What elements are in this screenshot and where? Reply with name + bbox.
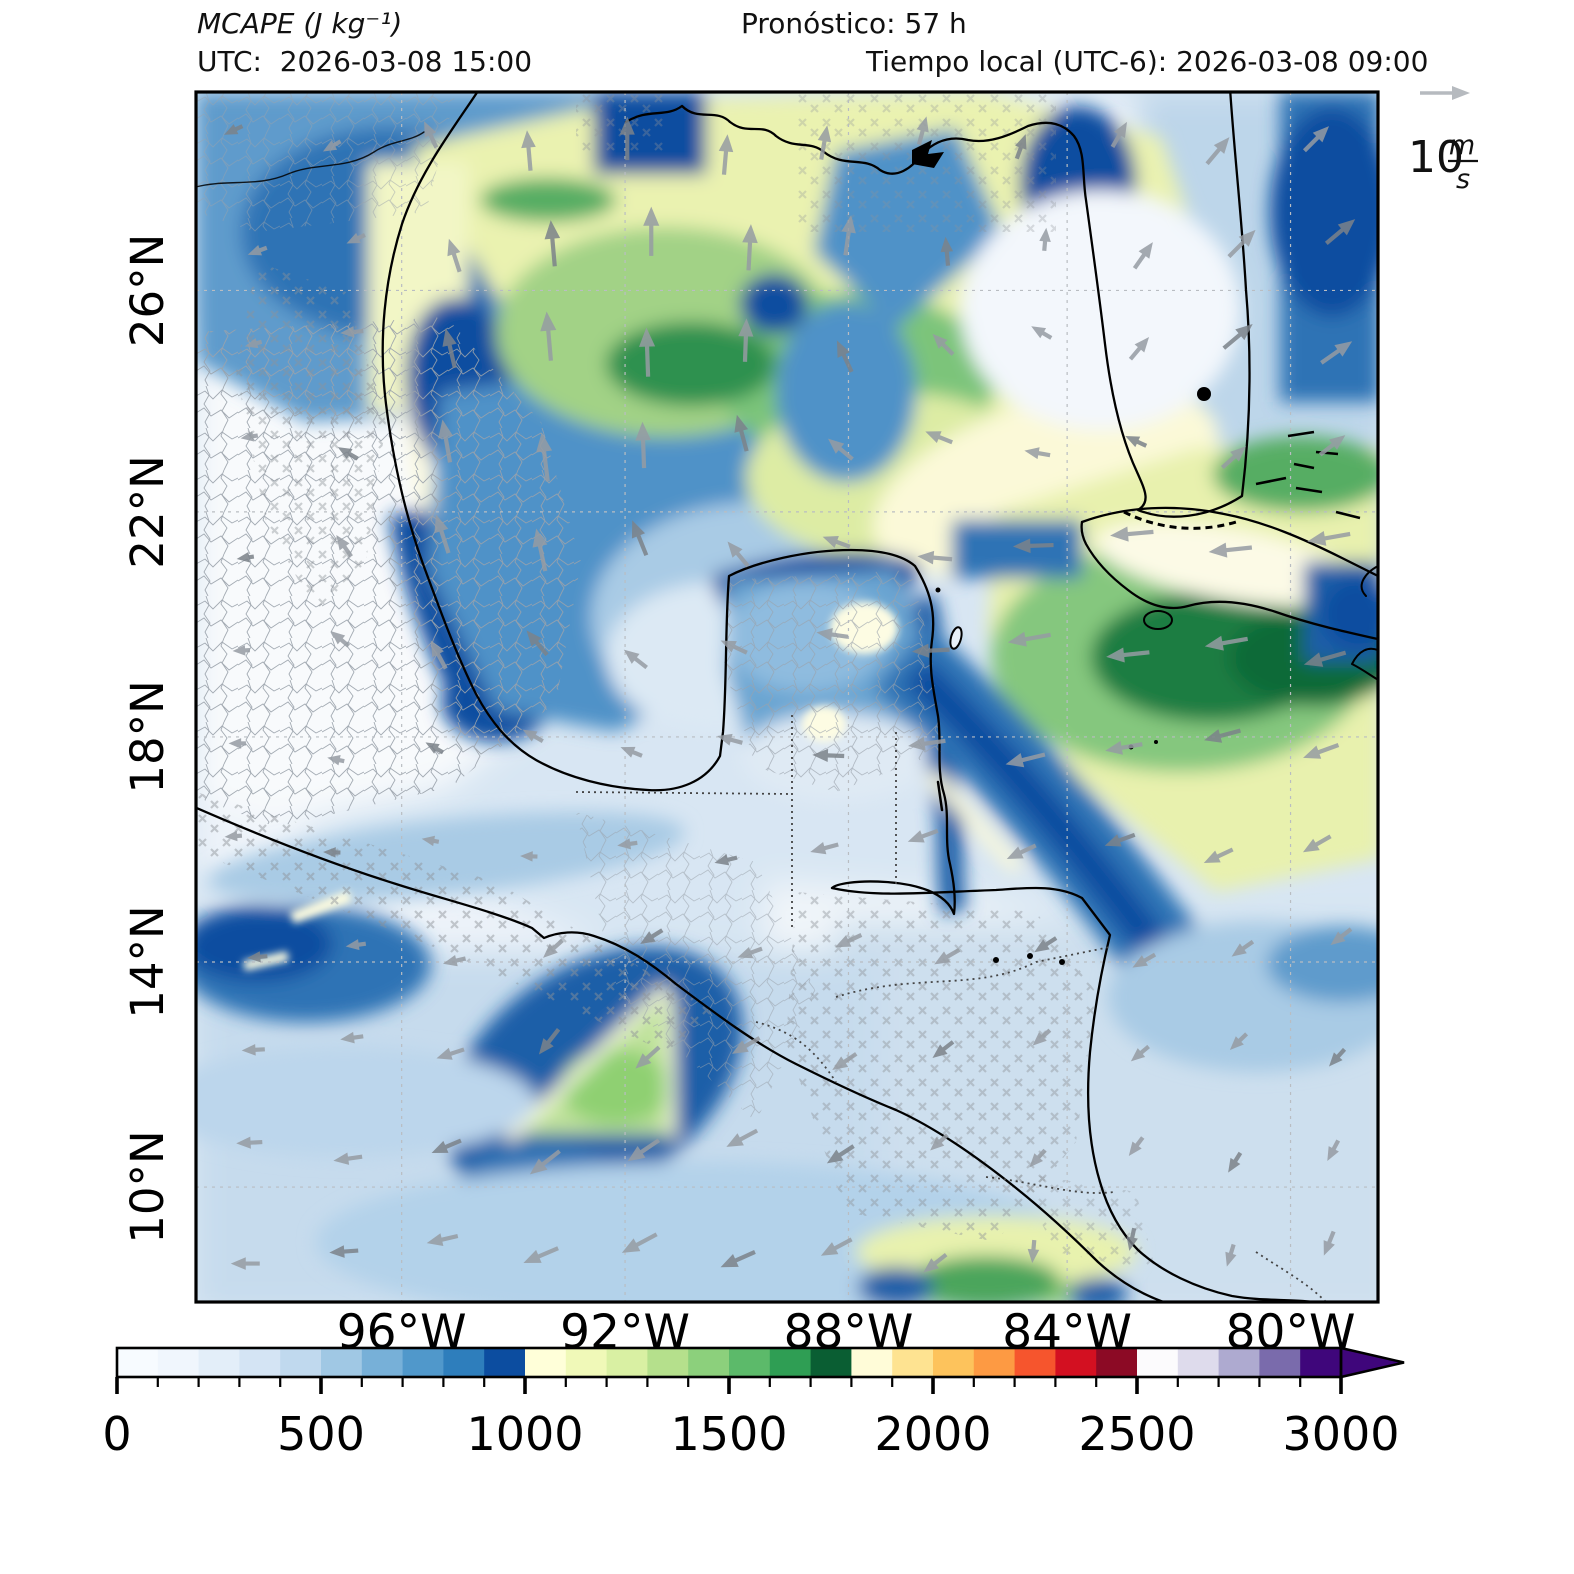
reference-unit-denominator: s bbox=[1456, 164, 1470, 195]
valid-time-utc: UTC: 2026-03-08 15:00 bbox=[197, 45, 533, 78]
lat-tick-label: 14°N bbox=[121, 905, 174, 1018]
reference-unit-numerator: m bbox=[1449, 130, 1475, 161]
lat-tick-label: 10°N bbox=[121, 1130, 174, 1243]
forecast-hour-label: Pronóstico: 57 h bbox=[741, 7, 967, 40]
colorbar-tick-label: 0 bbox=[102, 1407, 131, 1461]
variable-title: MCAPE (J kg⁻¹) bbox=[197, 7, 403, 40]
admin-boundaries bbox=[196, 92, 941, 1122]
wind-reference-key: 10 m s bbox=[1408, 86, 1478, 195]
colorbar-tick-label: 2000 bbox=[874, 1407, 991, 1461]
colorbar-tick-label: 500 bbox=[277, 1407, 365, 1461]
wind-vector-arrows bbox=[224, 116, 1356, 1273]
reference-speed-value: 10 bbox=[1408, 132, 1464, 183]
lat-tick-label: 26°N bbox=[121, 234, 174, 347]
footer-line1: PYcast: Sistema de Pronóstico Atmosféric… bbox=[197, 1569, 1328, 1574]
footer-credit: PYcast: Sistema de Pronóstico Atmosféric… bbox=[197, 1494, 1328, 1574]
colorbar-tick-label: 2500 bbox=[1078, 1407, 1195, 1461]
islands bbox=[912, 140, 1361, 965]
colorbar-tick-label: 1500 bbox=[670, 1407, 787, 1461]
lat-tick-label: 22°N bbox=[121, 455, 174, 568]
country-borders bbox=[575, 715, 1327, 1302]
graticule bbox=[196, 92, 1378, 1302]
reference-arrow-icon bbox=[1420, 86, 1470, 100]
map-border bbox=[194, 90, 1380, 1304]
valid-time-local: Tiempo local (UTC-6): 2026-03-08 09:00 bbox=[866, 45, 1429, 78]
latitude-axis-labels: 26°N 22°N 18°N 14°N 10°N bbox=[121, 234, 174, 1244]
colorbar-tick-label: 1000 bbox=[466, 1407, 583, 1461]
lat-tick-label: 18°N bbox=[121, 680, 174, 793]
map-canvas bbox=[194, 90, 1380, 1304]
colorbar: 0 500 1000 1500 2000 2500 3000 bbox=[102, 1346, 1405, 1461]
coastlines bbox=[196, 92, 1378, 1302]
colorbar-tick-label: 3000 bbox=[1282, 1407, 1399, 1461]
